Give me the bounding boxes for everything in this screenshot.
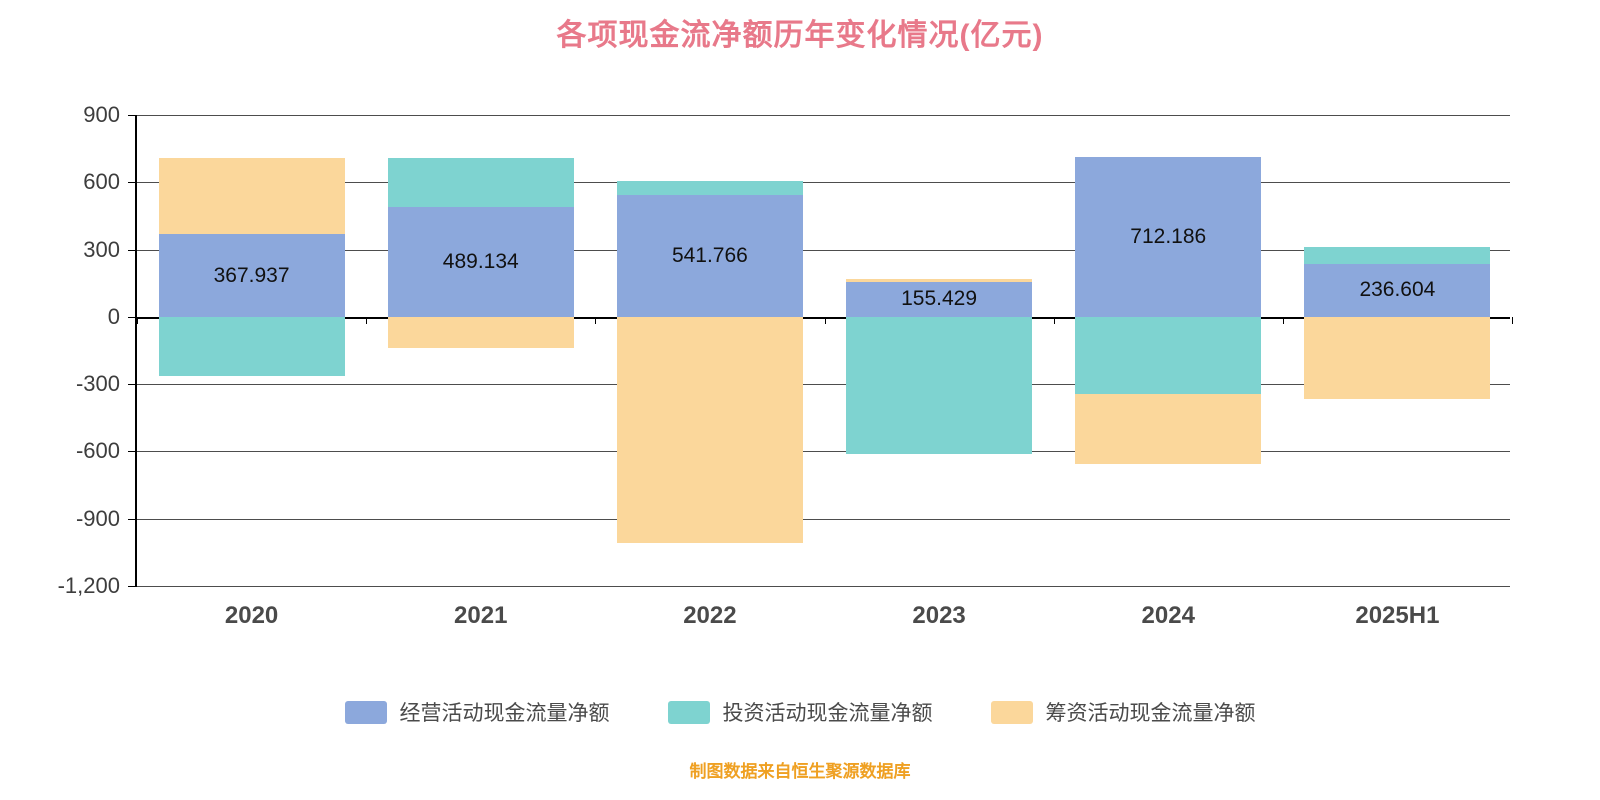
bar-value-label: 489.134	[442, 250, 519, 273]
y-axis-label: -900	[75, 505, 120, 531]
x-axis-tick	[595, 316, 597, 324]
y-axis-tick	[128, 115, 137, 116]
x-axis-label-2022: 2022	[683, 602, 737, 629]
chart-title: 各项现金流净额历年变化情况(亿元)	[556, 19, 1044, 52]
x-axis-label-2020: 2020	[224, 602, 279, 629]
x-axis-tick	[366, 316, 368, 324]
legend-item-financing[interactable]: 筹资活动现金流量净额	[990, 697, 1256, 727]
bar-segment-investing-2020	[158, 316, 345, 377]
bar-segment-financing-2022	[616, 316, 803, 544]
x-axis-tick	[1282, 316, 1284, 324]
legend-label-operating: 经营活动现金流量净额	[399, 702, 610, 725]
y-axis-label: 300	[83, 236, 120, 262]
y-axis-label: 600	[83, 169, 120, 195]
bar-segment-investing-2025H1	[1304, 247, 1491, 264]
bar-segment-operating-2025H1	[1304, 263, 1491, 317]
bar-segment-investing-2023	[846, 316, 1033, 454]
y-axis-tick	[128, 586, 137, 587]
grid-line	[137, 115, 1510, 116]
bar-segment-operating-2020	[158, 234, 345, 317]
bar-segment-investing-2021	[387, 157, 574, 208]
x-axis-label-2023: 2023	[912, 602, 966, 629]
y-axis-tick	[128, 451, 137, 453]
x-axis-label-2021: 2021	[454, 602, 508, 629]
legend-swatch-financing	[990, 700, 1033, 724]
bar-segment-operating-2023	[846, 281, 1033, 317]
y-axis-tick	[128, 182, 137, 184]
x-axis-tick	[1053, 316, 1055, 324]
bar-segment-financing-2021	[387, 316, 574, 349]
y-axis-tick	[128, 384, 137, 386]
y-axis-label: -600	[75, 438, 120, 464]
y-axis-label: 0	[107, 303, 120, 329]
legend-swatch-investing	[667, 700, 710, 724]
legend-label-financing: 筹资活动现金流量净额	[1045, 702, 1256, 725]
bar-segment-investing-2022	[616, 180, 803, 196]
x-axis-tick	[824, 316, 826, 324]
y-axis-tick	[128, 518, 137, 520]
bar-segment-investing-2024	[1075, 316, 1262, 394]
bar-value-label: 236.604	[1359, 278, 1436, 302]
bar-value-label: 541.766	[671, 244, 748, 268]
grid-line	[137, 182, 1510, 184]
grid-line	[137, 384, 1510, 386]
legend-item-operating[interactable]: 经营活动现金流量净额	[344, 697, 610, 727]
grid-line	[137, 518, 1510, 520]
x-axis-tick	[137, 316, 138, 324]
bar-segment-financing-2025H1	[1304, 316, 1491, 399]
y-axis-label: 900	[83, 102, 120, 127]
bar-segment-financing-2024	[1075, 393, 1262, 465]
x-axis-label-2024: 2024	[1141, 602, 1195, 629]
bar-segment-operating-2022	[616, 195, 803, 317]
bar-value-label: 367.937	[213, 263, 290, 287]
bar-segment-operating-2021	[387, 207, 574, 317]
legend-item-investing[interactable]: 投资活动现金流量净额	[667, 697, 933, 727]
grid-line	[137, 249, 1510, 251]
bar-segment-financing-2020	[158, 157, 345, 235]
legend: 经营活动现金流量净额 投资活动现金流量净额 筹资活动现金流量净额	[0, 697, 1600, 727]
legend-swatch-operating	[344, 700, 387, 724]
y-axis-label: -300	[75, 371, 120, 397]
y-axis-tick	[128, 249, 137, 251]
bar-segment-operating-2024	[1075, 157, 1262, 317]
zero-axis-line	[137, 316, 1510, 319]
plot-area: 900 600 300 0 -300 -600 -900 -1,200 367.937 2020 4…	[58, 102, 1513, 629]
bar-value-label: 712.186	[1130, 224, 1207, 248]
grid-line	[137, 586, 1510, 587]
x-axis-tick	[1512, 316, 1513, 324]
bar-value-label: 155.429	[901, 287, 978, 311]
bar-segment-financing-2023	[846, 279, 1033, 282]
data-source-note: 制图数据来自恒生聚源数据库	[689, 762, 911, 781]
y-axis-tick	[128, 316, 137, 318]
legend-label-investing: 投资活动现金流量净额	[722, 702, 933, 725]
x-axis-label-2025H1: 2025H1	[1355, 602, 1440, 629]
y-axis-label: -1,200	[57, 573, 120, 598]
grid-line	[137, 451, 1510, 453]
